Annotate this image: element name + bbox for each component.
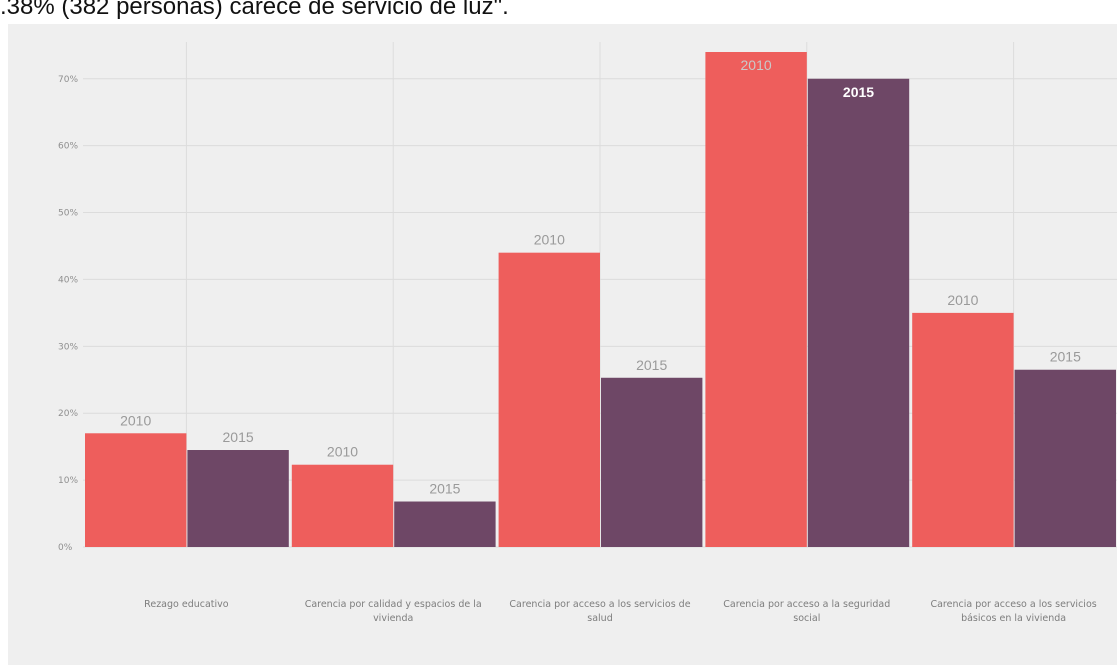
x-tick-label: Carencia por calidad y espacios de la [305, 599, 482, 610]
bars [85, 52, 1116, 548]
y-tick-label: 30% [58, 342, 78, 352]
x-tick-label: Carencia por acceso a la seguridad [723, 599, 890, 610]
bar [498, 252, 600, 548]
x-axis: Rezago educativo Carencia por calidad y e… [144, 599, 1097, 624]
y-tick-label: 40% [58, 275, 78, 285]
bar-chart: 2010 2010 2010 2010 2010 2015 2015 2015 2015 2015… [8, 24, 1117, 665]
x-tick-label: Rezago educativo [144, 599, 229, 610]
bar [187, 450, 289, 547]
bar [807, 78, 910, 547]
bar [912, 312, 1014, 547]
bar [394, 501, 496, 547]
y-tick-label: 60% [58, 142, 78, 152]
bar [291, 464, 394, 547]
x-tick-label: Carencia por acceso a los servicios de [509, 599, 690, 610]
x-tick-label: vivienda [373, 613, 413, 624]
bar [85, 433, 187, 547]
y-tick-label: 70% [58, 75, 78, 85]
bar [1014, 369, 1116, 547]
y-tick-label: 0% [58, 543, 73, 553]
data-label: 2015 [429, 481, 460, 497]
y-tick-label: 10% [58, 476, 78, 486]
y-tick-label: 50% [58, 209, 78, 219]
x-tick-label: básicos en la vivienda [961, 613, 1066, 624]
x-tick-label: social [793, 613, 820, 624]
y-tick-label: 20% [58, 409, 78, 419]
data-label: 2015 [1050, 349, 1081, 365]
x-tick-label: Carencia por acceso a los servicios [930, 599, 1096, 610]
data-label: 2010 [534, 232, 565, 248]
data-label: 2015 [843, 84, 874, 100]
x-tick-label: salud [587, 613, 612, 624]
data-label: 2010 [741, 57, 772, 73]
y-axis: 0% 10% 20% 30% 40% 50% 60% 70% [58, 75, 78, 553]
data-label: 2010 [327, 444, 358, 460]
data-label: 2010 [947, 292, 978, 308]
data-label: 2015 [223, 429, 254, 445]
bar [601, 377, 703, 547]
data-label: 2010 [120, 412, 151, 428]
bar [705, 52, 807, 547]
chart-container: 2010 2010 2010 2010 2010 2015 2015 2015 2015 2015… [8, 24, 1117, 665]
data-label: 2015 [636, 357, 667, 373]
page-caption: .38% (382 personas) carece de servicio d… [0, 0, 509, 20]
data-labels: 2010 2010 2010 2010 2010 2015 2015 2015 2015 2015 [120, 57, 1081, 497]
